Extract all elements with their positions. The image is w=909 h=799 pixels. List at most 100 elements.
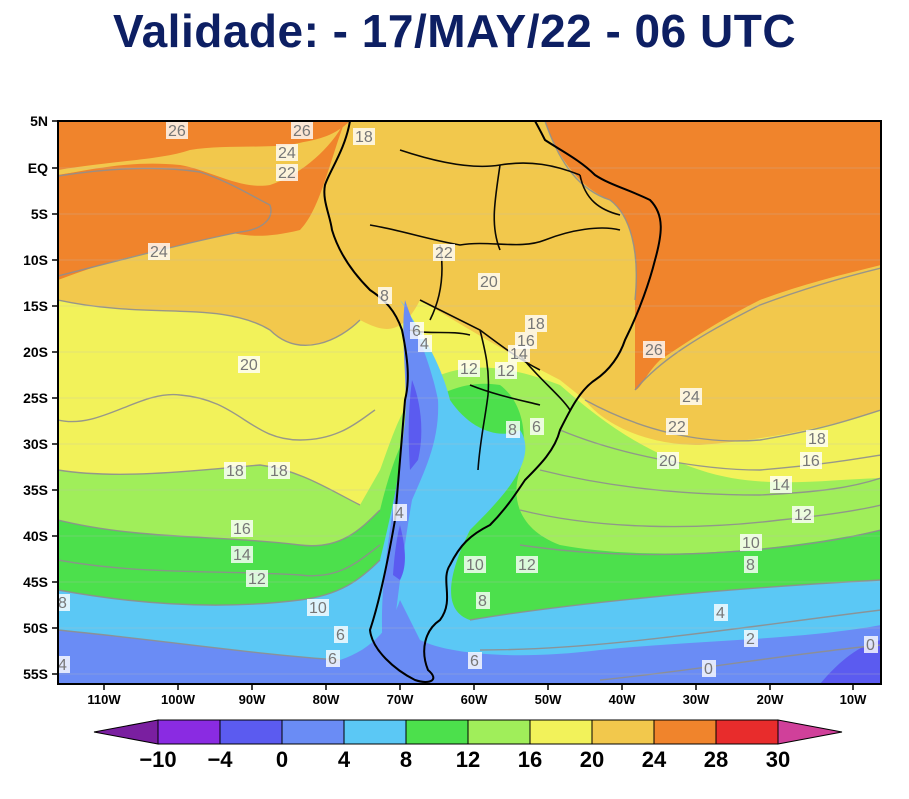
colorbar-segment	[591, 719, 655, 745]
lat-label: 15S	[23, 298, 48, 314]
colorbar-label: 12	[456, 747, 480, 772]
svg-text:10: 10	[309, 600, 327, 617]
contour-label: 12	[516, 556, 538, 574]
contour-label: 10	[0, 0, 18, 4]
svg-text:4: 4	[420, 336, 429, 353]
contour-label: 6	[468, 652, 482, 670]
colorbar-label: 0	[276, 747, 288, 772]
contour-labels: 26 26 18 22 24 22 24 8 22 20 12 6 4 18 1…	[0, 0, 878, 678]
svg-text:8: 8	[478, 593, 487, 610]
contour-label: 4	[58, 656, 70, 674]
svg-text:12: 12	[248, 571, 266, 588]
contour-label: 12	[495, 362, 517, 380]
contour-label: 22	[276, 164, 298, 182]
lon-label: 90W	[239, 692, 266, 707]
colorbar-segment	[715, 719, 779, 745]
contour-label: 12	[246, 570, 268, 588]
colorbar-label: 16	[518, 747, 542, 772]
contour-label: 16	[800, 452, 822, 470]
svg-text:2: 2	[746, 631, 755, 648]
contour-label: 16	[231, 520, 253, 538]
svg-text:10: 10	[742, 535, 760, 552]
colorbar-segment	[93, 719, 159, 745]
contour-label: 22	[666, 418, 688, 436]
contour-label: 20	[657, 452, 679, 470]
contour-label: 26	[291, 122, 313, 140]
lon-label: 40W	[609, 692, 636, 707]
lat-label: 5N	[30, 113, 48, 129]
svg-text:4: 4	[395, 505, 404, 522]
svg-text:18: 18	[808, 431, 826, 448]
contour-label: 4	[418, 335, 432, 353]
contour-label: 24	[276, 144, 298, 162]
svg-text:20: 20	[240, 357, 258, 374]
contour-label: 20	[238, 356, 260, 374]
contour-label: 26	[643, 341, 665, 359]
lon-label: 70W	[387, 692, 414, 707]
svg-text:26: 26	[168, 123, 186, 140]
colorbar-label: 4	[338, 747, 351, 772]
svg-text:22: 22	[435, 245, 453, 262]
colorbar-label: 20	[580, 747, 604, 772]
lat-label: EQ	[28, 160, 48, 176]
svg-text:6: 6	[328, 651, 337, 668]
contour-label: 10	[464, 556, 486, 574]
lon-label: 110W	[87, 692, 121, 707]
svg-text:12: 12	[518, 557, 536, 574]
svg-text:0: 0	[704, 661, 713, 678]
svg-text:24: 24	[150, 244, 168, 261]
longitude-axis: 110W 100W 90W 80W 70W 60W 50W 40W 30W 20…	[87, 684, 867, 707]
contour-label: 24	[148, 243, 170, 261]
contour-label: 8	[476, 592, 490, 610]
contour-label: 18	[224, 462, 246, 480]
contour-label: 22	[435, 245, 453, 262]
contour-label: 20	[478, 273, 500, 291]
lon-label: 30W	[683, 692, 710, 707]
lon-label: 60W	[461, 692, 488, 707]
colorbar-label: 30	[766, 747, 790, 772]
colorbar-segment	[281, 719, 345, 745]
lat-label: 5S	[31, 206, 48, 222]
svg-text:6: 6	[470, 653, 479, 670]
colorbar-segment	[219, 719, 283, 745]
contour-label: 18	[268, 462, 290, 480]
svg-text:14: 14	[772, 477, 790, 494]
svg-text:16: 16	[517, 333, 535, 350]
contour-label: 12	[792, 506, 814, 524]
svg-text:12: 12	[794, 507, 812, 524]
svg-text:10: 10	[466, 557, 484, 574]
svg-text:6: 6	[336, 627, 345, 644]
lon-label: 100W	[161, 692, 196, 707]
contour-label: 6	[334, 626, 348, 644]
svg-text:22: 22	[278, 165, 296, 182]
colorbar-label: −10	[139, 747, 176, 772]
contour-label: 26	[166, 122, 188, 140]
contour-label: 16	[515, 332, 537, 350]
lon-label: 50W	[535, 692, 562, 707]
contour-label: 8	[378, 287, 392, 305]
colorbar-segment	[467, 719, 531, 745]
contour-label: 6	[410, 322, 424, 340]
contour-label: 14	[508, 345, 530, 363]
lon-label: 80W	[313, 692, 340, 707]
colorbar-segment	[653, 719, 717, 745]
svg-text:4: 4	[716, 605, 725, 622]
svg-text:8: 8	[58, 595, 67, 612]
contour-label: 18	[525, 315, 547, 333]
svg-text:4: 4	[58, 657, 67, 674]
lon-label: 20W	[757, 692, 784, 707]
contour-label: 0	[864, 636, 878, 654]
svg-text:8: 8	[508, 422, 517, 439]
contour-label: 10	[740, 534, 762, 552]
contour-label: 6	[326, 650, 340, 668]
lat-label: 55S	[23, 666, 48, 682]
svg-text:26: 26	[645, 342, 663, 359]
colorbar-segment	[405, 719, 469, 745]
svg-text:24: 24	[278, 145, 296, 162]
svg-text:18: 18	[527, 316, 545, 333]
lat-label: 45S	[23, 574, 48, 590]
lat-label: 20S	[23, 344, 48, 360]
colorbar-segment	[529, 719, 593, 745]
